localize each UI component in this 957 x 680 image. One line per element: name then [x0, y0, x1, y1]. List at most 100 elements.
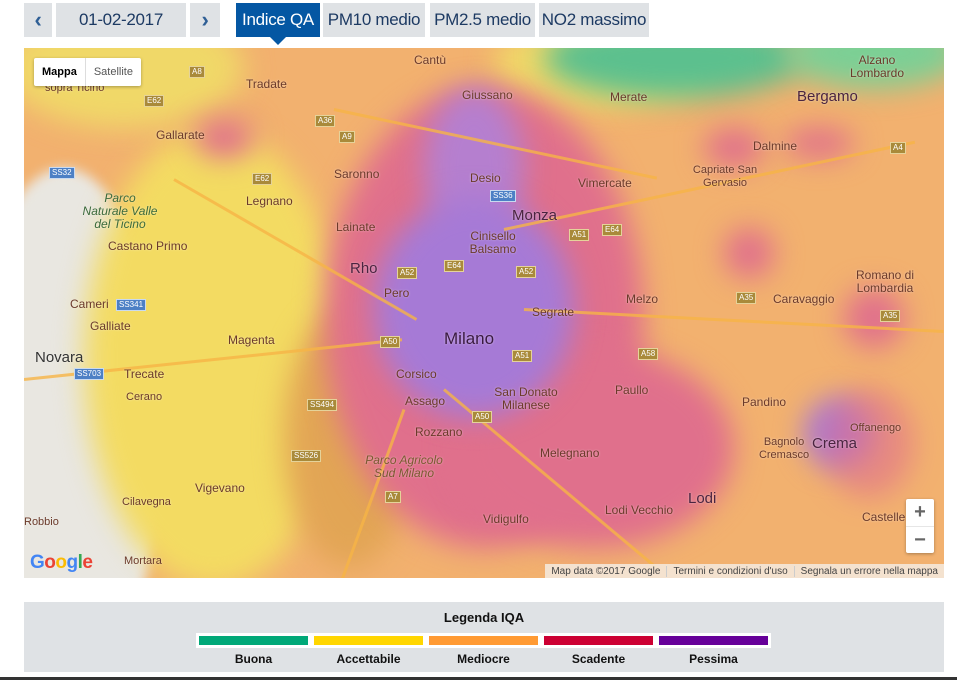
- road-shield: SS32: [49, 167, 75, 179]
- legend-swatch-scadente: [544, 636, 653, 645]
- place-label: Monza: [512, 207, 558, 224]
- tab-pm10-medio[interactable]: PM10 medio: [323, 3, 425, 37]
- place-label: Rozzano: [415, 425, 463, 439]
- place-label: Lainate: [336, 220, 376, 234]
- place-label: Castelle: [862, 510, 906, 524]
- road-shield: E62: [144, 95, 165, 107]
- place-label: Magenta: [228, 333, 275, 347]
- road-shield: A8: [189, 66, 205, 78]
- park-label: Parco Agricolo Sud Milano: [365, 453, 443, 480]
- place-label: Tradate: [246, 77, 287, 91]
- road-shield: A35: [880, 310, 901, 322]
- place-label: Cameri: [70, 297, 109, 311]
- place-label: Vimercate: [578, 176, 632, 190]
- overlay-scadente-crema: [824, 388, 914, 498]
- terms-link[interactable]: Termini e condizioni d'uso: [667, 565, 795, 577]
- place-label: Pandino: [742, 395, 787, 409]
- tab-pm25-medio[interactable]: PM2.5 medio: [430, 3, 535, 37]
- legend-color-bars: [196, 633, 771, 648]
- road-shield: A51: [569, 229, 590, 241]
- place-label: Crema: [812, 435, 858, 452]
- place-label: Mortara: [124, 555, 162, 567]
- place-label: Rho: [350, 260, 378, 277]
- place-label: Vidigulfo: [483, 512, 529, 526]
- google-logo[interactable]: Google: [30, 552, 93, 573]
- zoom-in-button[interactable]: +: [914, 501, 926, 523]
- overlay-scadente-spot: [784, 128, 854, 158]
- place-label: Cantù: [414, 53, 447, 67]
- map-type-satellite-button[interactable]: Satellite: [84, 58, 141, 86]
- report-error-link[interactable]: Segnala un errore nella mappa: [800, 565, 938, 577]
- next-date-button[interactable]: ›: [190, 3, 220, 37]
- road-shield: A4: [890, 142, 906, 154]
- overlay-scadente-spot: [724, 228, 774, 278]
- road-shield: SS703: [74, 368, 105, 380]
- place-label: Merate: [610, 90, 648, 104]
- road-shield: A9: [339, 131, 355, 143]
- overlay-scadente-spot: [194, 118, 254, 158]
- map-attribution: Map data ©2017 Google Termini e condizio…: [545, 564, 944, 578]
- road-shield: A50: [472, 411, 493, 423]
- place-label: Melegnano: [540, 446, 600, 460]
- place-label: Alzano Lombardo: [849, 53, 905, 80]
- map-type-control: Mappa Satellite: [34, 58, 141, 86]
- overlay-pessima-milano: [374, 198, 574, 418]
- legend-label: Accettabile: [336, 652, 401, 666]
- place-label: Bagnolo Cremasco: [758, 436, 810, 461]
- overlay-scadente-spot: [704, 128, 764, 168]
- place-label: Segrate: [532, 305, 575, 319]
- legend-swatch-buona: [199, 636, 308, 645]
- place-label: Paullo: [615, 383, 649, 397]
- place-label: Desio: [470, 171, 501, 185]
- road-shield: E64: [444, 260, 465, 272]
- air-quality-map[interactable]: A8 E62 A36 A9 SS32 E62 SS36 A51 E64 A52 …: [24, 48, 944, 578]
- road-shield: A50: [380, 336, 401, 348]
- zoom-control: + −: [906, 499, 934, 553]
- place-label: Pero: [384, 286, 410, 300]
- place-label: Vigevano: [195, 481, 245, 495]
- place-label: Robbio: [24, 516, 59, 528]
- prev-date-button[interactable]: ‹: [24, 3, 52, 37]
- place-label: Saronno: [334, 167, 380, 181]
- road-shield: A52: [516, 266, 537, 278]
- place-label: Assago: [405, 394, 446, 408]
- legend-panel: Legenda IQA Buona Accettabile Mediocre S…: [24, 602, 944, 672]
- legend-swatch-pessima: [659, 636, 768, 645]
- place-label: Castano Primo: [108, 239, 188, 253]
- place-label: Offanengo: [850, 422, 902, 434]
- park-label: Parco Naturale Valle del Ticino: [82, 191, 158, 231]
- road-shield: SS341: [116, 299, 147, 311]
- place-label: Galliate: [90, 319, 131, 333]
- place-label: Melzo: [626, 292, 659, 306]
- road-shield: E62: [252, 173, 273, 185]
- road-shield: A36: [315, 115, 336, 127]
- place-label: Romano di Lombardia: [855, 268, 915, 295]
- place-label: Cilavegna: [122, 496, 171, 508]
- place-label: Capriate San Gervasio: [692, 164, 758, 189]
- road-shield: A35: [736, 292, 757, 304]
- legend-label: Mediocre: [457, 652, 510, 666]
- place-label: Legnano: [246, 194, 293, 208]
- place-label: Caravaggio: [773, 292, 835, 306]
- place-label: Dalmine: [753, 139, 798, 153]
- road-shield: E64: [602, 224, 623, 236]
- legend-label: Pessima: [689, 652, 738, 666]
- zoom-out-button[interactable]: −: [906, 526, 934, 553]
- road-shield: A7: [385, 491, 401, 503]
- place-label: Gallarate: [156, 128, 205, 142]
- road-shield: A58: [638, 348, 659, 360]
- tab-no2-massimo[interactable]: NO2 massimo: [539, 3, 649, 37]
- tab-indice-qa[interactable]: Indice QA: [236, 3, 320, 45]
- place-label-milano: Milano: [444, 329, 495, 348]
- place-label: Lodi Vecchio: [605, 503, 674, 517]
- legend-title: Legenda IQA: [443, 610, 525, 625]
- place-label: Novara: [35, 349, 84, 366]
- road-shield: SS526: [291, 450, 322, 462]
- legend-label: Scadente: [571, 652, 626, 666]
- place-label: Bergamo: [797, 88, 858, 105]
- place-label: Corsico: [396, 367, 437, 381]
- map-type-mappa-button[interactable]: Mappa: [42, 66, 77, 78]
- date-display[interactable]: 01-02-2017: [56, 3, 186, 37]
- map-data-credit: Map data ©2017 Google: [545, 565, 668, 577]
- road-shield: A52: [397, 267, 418, 279]
